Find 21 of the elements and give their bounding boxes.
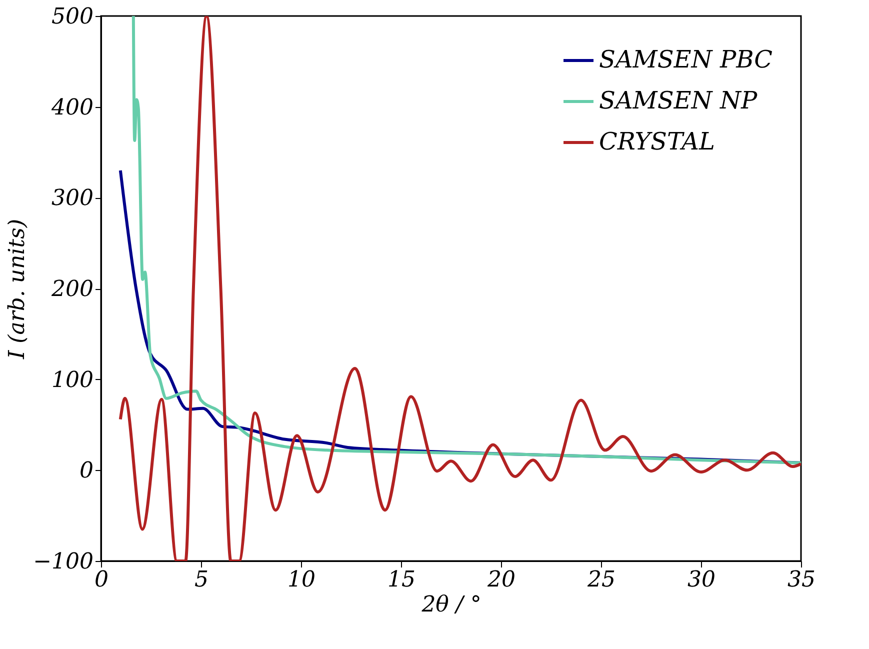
- x-tick-label: 30: [688, 568, 716, 592]
- y-tick-label: 0: [80, 458, 94, 484]
- x-tick-label: 15: [388, 568, 416, 592]
- legend-label: SAMSEN PBC: [599, 46, 773, 74]
- x-axis-title: 2θ / °: [420, 592, 482, 618]
- x-tick-label: 35: [788, 568, 816, 592]
- y-axis-title: I (arb. units): [5, 218, 30, 360]
- x-tick-label: 10: [288, 568, 316, 592]
- y-tick-label: 400: [50, 95, 94, 120]
- y-tick-label: 300: [52, 186, 94, 212]
- x-tick-label: 25: [586, 568, 616, 592]
- line-series: [118, 16, 801, 561]
- y-tick-label: 200: [50, 277, 94, 302]
- x-tick-label: 20: [486, 568, 516, 592]
- x-tick-label: 5: [194, 568, 208, 592]
- y-tick-label: −100: [33, 550, 94, 574]
- y-tick-label: 500: [52, 4, 94, 30]
- line-series: [132, 16, 801, 464]
- y-tick-label: 100: [52, 368, 94, 393]
- legend-label: SAMSEN NP: [599, 86, 758, 114]
- legend-label: CRYSTAL: [599, 128, 715, 156]
